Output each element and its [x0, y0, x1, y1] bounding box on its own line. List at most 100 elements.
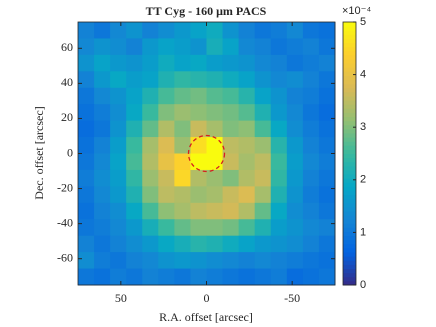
heatmap-cell [158, 186, 175, 204]
heatmap-cell [110, 38, 127, 56]
heatmap-cell [238, 71, 256, 89]
heatmap-cell [318, 186, 336, 204]
heatmap-cell [94, 54, 111, 72]
heatmap-cell [126, 54, 143, 72]
heatmap-cell [254, 71, 272, 89]
colorbar-tick-label: 4 [360, 69, 366, 81]
heatmap-cell [142, 22, 159, 39]
heatmap-cell [302, 252, 320, 270]
y-tick-label: 0 [67, 145, 73, 159]
colorbar-segment [343, 141, 356, 146]
heatmap-cell [158, 252, 175, 270]
colorbar-segment [343, 264, 356, 270]
heatmap-cell [174, 153, 191, 171]
heatmap-cell [270, 137, 288, 154]
heatmap-cell [174, 186, 191, 204]
colorbar-segment [343, 132, 356, 138]
heatmap-cell [126, 120, 143, 138]
heatmap-cell [318, 235, 336, 253]
heatmap-cell [158, 87, 175, 105]
colorbar-segment [343, 243, 356, 249]
heatmap-cell [302, 169, 320, 187]
colorbar-segment [343, 223, 356, 228]
heatmap-cell [302, 38, 320, 56]
heatmap-cell [286, 104, 304, 122]
heatmap-cell [222, 71, 240, 89]
heatmap-cell [126, 169, 143, 187]
heatmap-cell [126, 268, 143, 286]
heatmap-cell [222, 186, 240, 204]
colorbar-segment [343, 100, 356, 105]
heatmap-cell [110, 268, 127, 286]
heatmap-cell [318, 120, 336, 138]
heatmap-cell [318, 169, 336, 187]
colorbar-segment [343, 272, 356, 278]
colorbar-segment [343, 206, 356, 212]
heatmap-cell [206, 153, 224, 171]
colorbar-segment [343, 26, 356, 31]
heatmap-cell [190, 252, 207, 270]
colorbar-segment [343, 38, 356, 44]
heatmap-cell [94, 235, 111, 253]
heatmap-cell [206, 120, 224, 138]
heatmap-cell [94, 219, 111, 237]
colorbar-segment [343, 30, 356, 35]
heatmap-cell [318, 22, 336, 39]
chart-title: TT Cyg - 160 μm PACS [146, 4, 267, 18]
heatmap-cell [142, 120, 159, 138]
heatmap-cell [110, 186, 127, 204]
colorbar-segment [343, 235, 356, 241]
heatmap-cell [174, 22, 191, 39]
colorbar-segment [343, 95, 356, 101]
heatmap-cell [270, 22, 288, 39]
heatmap-cell [318, 54, 336, 72]
heatmap-cell [94, 153, 111, 171]
heatmap-cell [126, 87, 143, 105]
heatmap-cell [142, 202, 159, 220]
heatmap-cell [142, 104, 159, 122]
heatmap-cell [206, 186, 224, 204]
heatmap-cell [206, 235, 224, 253]
heatmap-cell [110, 137, 127, 154]
heatmap-cell [78, 120, 95, 138]
colorbar-segment [343, 248, 356, 253]
heatmap-cell [222, 22, 240, 39]
heatmap-cell [318, 268, 336, 286]
x-axis-label: R.A. offset [arcsec] [159, 310, 253, 324]
heatmap-cell [238, 268, 256, 286]
colorbar-segment [343, 268, 356, 274]
heatmap-cell [126, 202, 143, 220]
colorbar-segment [343, 260, 356, 265]
heatmap-cell [286, 219, 304, 237]
heatmap-cell [174, 169, 191, 187]
heatmap-cell [78, 268, 95, 286]
heatmap-cell [174, 235, 191, 253]
heatmap-cell [254, 38, 272, 56]
heatmap-cell [286, 22, 304, 39]
heatmap-cell [78, 87, 95, 105]
colorbar-segment [343, 54, 356, 60]
heatmap-cell [174, 71, 191, 89]
heatmap-cell [302, 202, 320, 220]
heatmap-cell [126, 104, 143, 122]
heatmap-cell [190, 71, 207, 89]
heatmap-cell [254, 120, 272, 138]
heatmap-cell [190, 235, 207, 253]
heatmap-cell [270, 235, 288, 253]
colorbar-segment [343, 161, 356, 167]
colorbar-segment [343, 75, 356, 81]
heatmap-cell [174, 87, 191, 105]
heatmap-cell [270, 54, 288, 72]
colorbar-segment [343, 202, 356, 208]
heatmap-cell [222, 219, 240, 237]
heatmap-cell [110, 252, 127, 270]
heatmap-cell [238, 54, 256, 72]
heatmap-cell [206, 38, 224, 56]
heatmap-cell [94, 202, 111, 220]
heatmap-cell [222, 235, 240, 253]
colorbar-tick-label: 3 [360, 121, 366, 133]
heatmap-cell [142, 87, 159, 105]
heatmap-cell [94, 252, 111, 270]
heatmap-cell [190, 202, 207, 220]
